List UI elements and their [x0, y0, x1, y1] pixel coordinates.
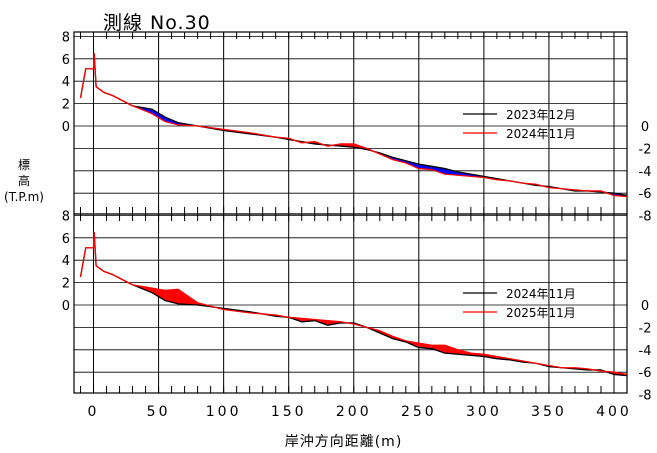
change-fill [431, 345, 445, 354]
y-axis-label-line: 標 [17, 158, 30, 172]
x-tick-label: 50 [147, 404, 171, 420]
change-fill [444, 168, 458, 176]
y-tick-label-left: 0 [62, 120, 70, 135]
x-tick-label: 200 [336, 404, 372, 420]
x-axis-label: 岸沖方向距離(m) [284, 434, 403, 450]
series-line [79, 53, 628, 198]
y-tick-label-right: 0 [641, 299, 649, 314]
plot-frame [73, 213, 628, 394]
y-tick-label-left: 0 [62, 299, 70, 314]
x-tick-label: 100 [206, 404, 242, 420]
y-tick-label-left: 6 [62, 53, 70, 68]
y-tick-label-right: -8 [639, 389, 652, 404]
y-tick-label-left: 8 [62, 209, 70, 224]
page-title: 測線 No.30 [103, 12, 211, 34]
x-tick-label: 350 [531, 404, 567, 420]
y-tick-label-left: 2 [62, 98, 70, 113]
y-tick-label-right: -8 [639, 210, 652, 225]
y-tick-label-right: -2 [639, 142, 652, 157]
x-tick-label: 400 [596, 404, 632, 420]
x-tick-label: 300 [466, 404, 502, 420]
y-tick-label-left: 4 [62, 254, 70, 269]
x-tick-label: 0 [88, 404, 100, 420]
series-line [79, 232, 628, 376]
y-tick-label-left: 8 [62, 30, 70, 45]
y-axis-label-line: (T.P.m) [4, 190, 44, 204]
change-fill [444, 345, 458, 355]
y-tick-label-right: -4 [639, 344, 652, 359]
y-tick-label-right: 0 [641, 120, 649, 135]
legend-label: 2025年11月 [506, 306, 576, 320]
y-tick-label-right: -6 [639, 187, 652, 202]
y-tick-label-left: 4 [62, 75, 70, 90]
y-tick-label-right: -4 [639, 165, 652, 180]
legend-label: 2024年11月 [506, 127, 576, 141]
change-fill [165, 289, 179, 304]
y-tick-label-left: 2 [62, 277, 70, 292]
legend-label: 2024年11月 [506, 287, 576, 301]
x-tick-label: 150 [271, 404, 307, 420]
y-axis-label-line: 高 [17, 174, 30, 188]
legend-label: 2023年12月 [506, 108, 576, 122]
y-tick-label-right: -2 [639, 321, 652, 336]
x-tick-label: 250 [401, 404, 437, 420]
y-tick-label-left: 6 [62, 232, 70, 247]
y-axis-label: 標 高 (T.P.m) [0, 157, 48, 205]
change-fill [152, 288, 166, 301]
y-tick-label-right: -6 [639, 366, 652, 381]
change-fill [152, 109, 166, 122]
